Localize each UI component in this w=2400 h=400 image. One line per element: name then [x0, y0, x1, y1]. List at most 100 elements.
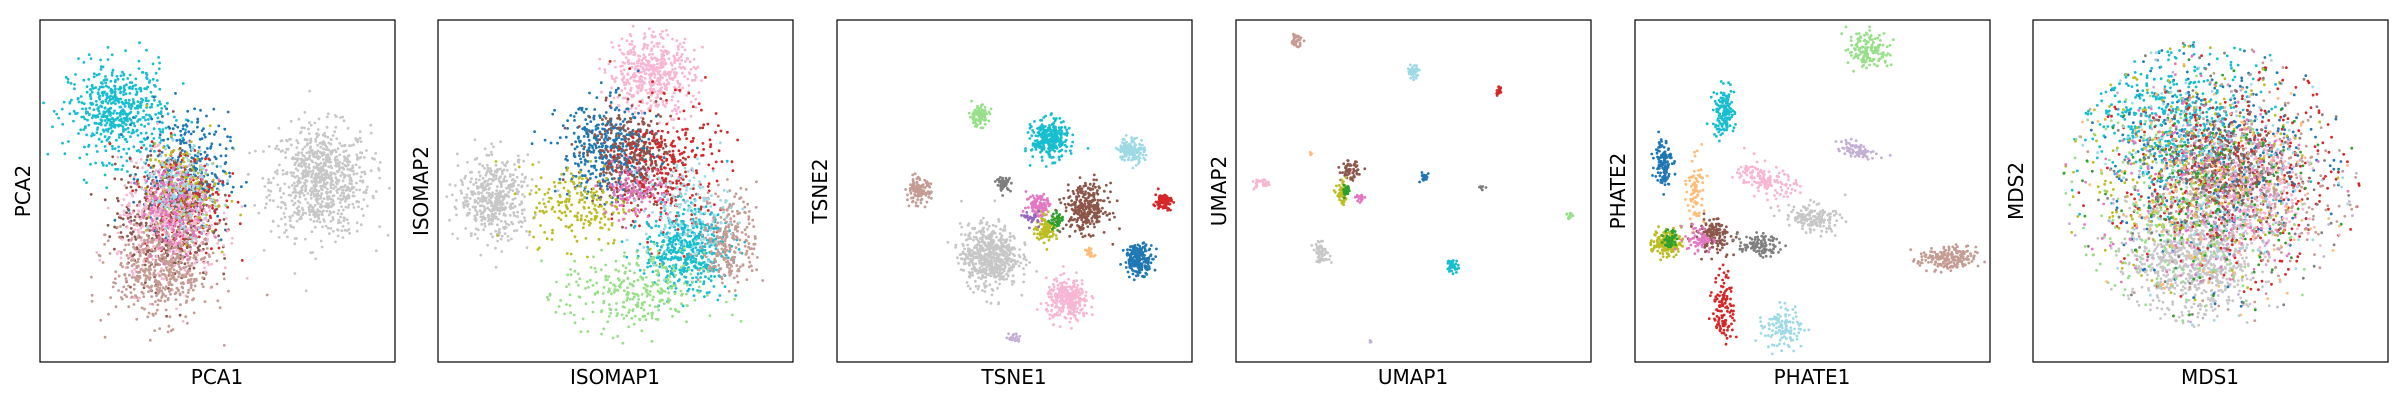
umap-plot-frame: [1235, 19, 1592, 363]
panel-umap: UMAP1 UMAP2: [1207, 19, 1592, 389]
cluster-9-points: [1478, 185, 1488, 192]
cluster-11-points: [1660, 228, 1679, 249]
cluster-1: [598, 24, 704, 145]
cluster-11: [1660, 228, 1679, 249]
cluster-5: [1731, 146, 1802, 208]
cluster-13-points: [1005, 332, 1022, 343]
mds-x-axis-label: MDS1: [2181, 365, 2239, 389]
cluster-3-points: [1495, 85, 1503, 97]
cluster-16-points: [1020, 209, 1041, 230]
cluster-8-points: [967, 99, 993, 130]
cluster-1-points: [232, 89, 391, 293]
cluster-8-points: [540, 242, 743, 345]
cluster-6-points: [620, 159, 747, 308]
cluster-1-points: [2096, 159, 2282, 329]
cluster-15-points: [1308, 150, 1313, 157]
cluster-13: [1754, 300, 1811, 356]
cluster-13: [1005, 332, 1022, 343]
pca-scatter-points: [42, 41, 391, 347]
cluster-8-points: [1418, 171, 1430, 184]
cluster-12: [1707, 263, 1738, 346]
cluster-9-points: [2063, 74, 2306, 323]
cluster-10-points: [993, 175, 1013, 197]
mds-scatter-points: [2062, 40, 2361, 329]
cluster-6-points: [1114, 133, 1148, 170]
cluster-4-points: [1834, 137, 1892, 161]
cluster-14: [1368, 339, 1373, 344]
cluster-6-points: [89, 110, 230, 318]
cluster-6: [1342, 183, 1351, 200]
tsne-x-axis-label: TSNE1: [980, 365, 1046, 389]
cluster-10: [993, 175, 1013, 197]
cluster-4: [1834, 137, 1892, 161]
cluster-15-points: [1673, 222, 1717, 256]
cluster-7-points: [1769, 193, 1848, 238]
cluster-14-points: [1909, 243, 1986, 274]
cluster-10: [128, 165, 221, 266]
phate-plot-frame: [1634, 19, 1991, 363]
cluster-8: [89, 205, 269, 347]
cluster-13-points: [1565, 211, 1575, 221]
cluster-12: [1032, 209, 1062, 251]
panel-pca: PCA1 PCA2: [11, 19, 396, 389]
cluster-6: [2132, 111, 2311, 242]
cluster-9: [1732, 231, 1787, 259]
cluster-10-points: [1251, 178, 1271, 191]
cluster-10-points: [128, 165, 221, 266]
cluster-1: [1290, 32, 1306, 49]
cluster-8: [967, 99, 993, 130]
cluster-4-points: [1337, 159, 1367, 182]
cluster-3: [1495, 85, 1503, 97]
cluster-2: [1035, 265, 1095, 330]
cluster-3: [1054, 173, 1121, 246]
cluster-8: [540, 242, 743, 345]
cluster-1-points: [946, 199, 1038, 306]
cluster-15-points: [1047, 209, 1064, 232]
cluster-9-points: [1732, 231, 1787, 259]
mds-y-axis-label: MDS2: [2004, 162, 2028, 220]
cluster-10: [594, 155, 687, 230]
cluster-2: [445, 138, 560, 269]
cluster-12-points: [1446, 259, 1461, 276]
isomap-x-axis-label: ISOMAP1: [570, 365, 660, 389]
isomap-plot-frame: [437, 19, 794, 363]
phate-x-axis-label: PHATE1: [1774, 365, 1851, 389]
cluster-4: [1024, 112, 1090, 168]
cluster-2-points: [1705, 80, 1737, 143]
cluster-13: [1565, 211, 1575, 221]
cluster-6: [1683, 142, 1709, 235]
cluster-5: [1119, 241, 1158, 282]
umap-scatter-points: [1251, 32, 1575, 344]
cluster-13-points: [1754, 300, 1811, 356]
cluster-11-points: [1310, 239, 1333, 264]
cluster-7: [95, 122, 249, 323]
cluster-9-points: [904, 172, 933, 209]
cluster-3-points: [1054, 173, 1121, 246]
cluster-11: [1310, 239, 1333, 264]
tsne-scatter-points: [904, 99, 1176, 343]
phate-scatter-points: [1649, 25, 1986, 356]
cluster-9: [1478, 185, 1488, 192]
cluster-11-points: [625, 141, 744, 282]
cluster-3: [1650, 130, 1677, 196]
cluster-1-points: [598, 24, 704, 145]
cluster-1: [232, 89, 391, 293]
cluster-9-points: [140, 138, 230, 243]
cluster-6: [89, 110, 230, 318]
cluster-7-points: [1353, 193, 1367, 204]
cluster-14-points: [1083, 246, 1097, 258]
cluster-9: [2063, 74, 2306, 323]
cluster-2-points: [445, 138, 560, 269]
pca-y-axis-label: PCA2: [11, 165, 35, 217]
cluster-14-points: [1368, 339, 1373, 344]
cluster-9: [140, 138, 230, 243]
cluster-7: [686, 178, 765, 293]
cluster-7: [1769, 193, 1848, 238]
panel-tsne: TSNE1 TSNE2: [808, 19, 1193, 389]
cluster-8: [1686, 212, 1739, 261]
cluster-6-points: [1342, 183, 1351, 200]
pca-plot-frame: [39, 19, 396, 363]
cluster-1: [1840, 25, 1895, 73]
cluster-10-points: [594, 155, 687, 230]
